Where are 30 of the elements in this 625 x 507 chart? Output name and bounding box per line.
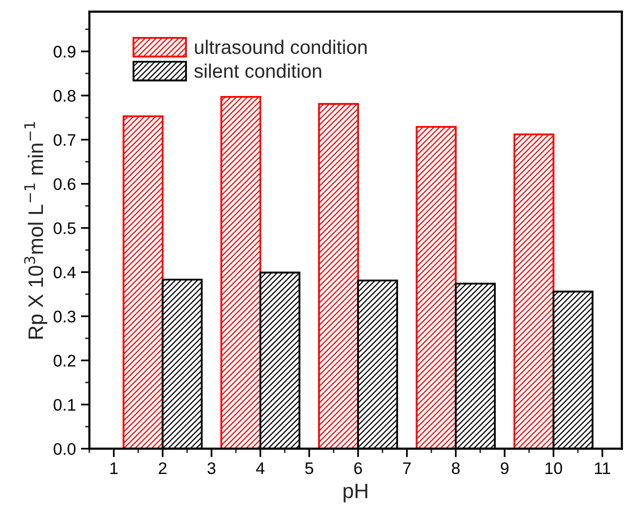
- y-tick-label: 0.2: [54, 354, 76, 367]
- bar: [220, 96, 262, 449]
- y-axis-title: Rp X 10$^{3}$mol L$^{−1}$ min$^{−1}$: [24, 122, 48, 339]
- x-tick-label: 6: [354, 462, 362, 474]
- x-tick-label: 7: [403, 462, 411, 474]
- bar: [122, 115, 164, 449]
- bar: [513, 133, 554, 449]
- x-tick-label: 10: [545, 462, 562, 474]
- y-tick-label: 0.6: [54, 178, 76, 190]
- y-tick-label: 0.9: [54, 46, 76, 58]
- x-axis-title: pH: [344, 484, 368, 502]
- y-tick-label: 0.7: [54, 134, 76, 146]
- x-tick-label: 11: [594, 462, 610, 474]
- x-tick-label: 9: [500, 462, 508, 474]
- bar: [416, 126, 457, 449]
- x-tick-label: 3: [208, 462, 216, 474]
- y-tick-label: 0.8: [54, 90, 76, 102]
- x-tick-label: 8: [452, 462, 460, 474]
- x-tick-label: 2: [158, 462, 166, 474]
- bar: [318, 103, 359, 449]
- text: 0.0: [54, 443, 76, 455]
- y-tick-label: 0.1: [54, 398, 76, 411]
- x-tick-label: 1: [110, 462, 118, 474]
- y-tick-label: 0.4: [54, 266, 76, 278]
- x-tick-label: 5: [305, 462, 314, 474]
- legend-label: silent condition: [194, 64, 322, 78]
- legend-label: ultrasound condition: [195, 40, 367, 54]
- y-tick-label: 0.5: [54, 222, 76, 234]
- x-tick-label: 4: [256, 462, 265, 474]
- y-tick-label: 0.3: [54, 310, 76, 322]
